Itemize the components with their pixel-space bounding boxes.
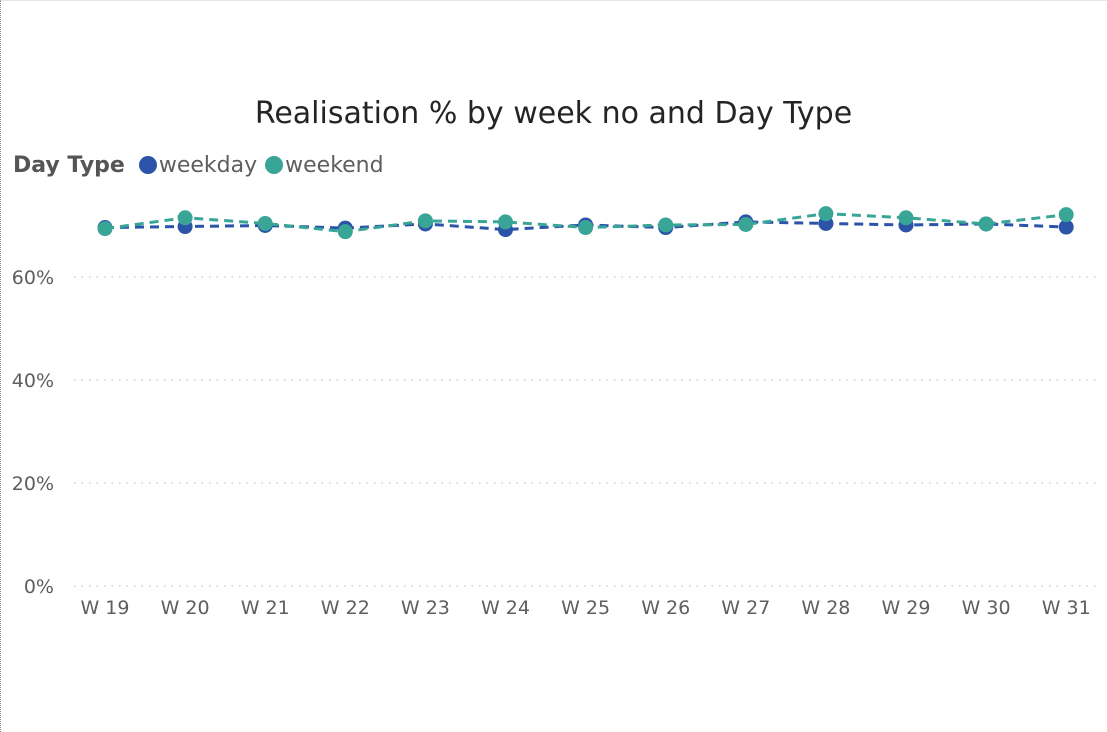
data-point-weekend[interactable] (1058, 207, 1074, 223)
gridlines (74, 276, 1097, 587)
legend-label-weekend: weekend (285, 152, 384, 178)
x-tick-label: W 26 (641, 597, 690, 619)
data-point-weekend[interactable] (337, 224, 353, 240)
data-point-weekend[interactable] (257, 215, 273, 231)
x-tick-label: W 23 (401, 597, 450, 619)
x-tick-label: W 21 (241, 597, 290, 619)
x-tick-label: W 31 (1042, 597, 1091, 619)
data-point-weekend[interactable] (417, 213, 433, 229)
x-tick-label: W 24 (481, 597, 530, 619)
series-group (97, 206, 1074, 240)
data-point-weekend[interactable] (177, 210, 193, 226)
legend-label-weekday: weekday (158, 152, 258, 178)
x-tick-label: W 25 (561, 597, 610, 619)
series-weekend (97, 206, 1074, 240)
data-point-weekend[interactable] (658, 217, 674, 233)
legend-title: Day Type (13, 152, 125, 178)
data-point-weekend[interactable] (738, 216, 754, 232)
data-point-weekend[interactable] (818, 206, 834, 222)
data-point-weekend[interactable] (978, 216, 994, 232)
x-axis-ticks: W 19 W 20 W 21 W 22 W 23 W 24 W 25 W 26 W 27 W 28… (80, 597, 1090, 619)
legend-item-weekday[interactable]: weekday (138, 152, 258, 178)
x-tick-label: W 22 (321, 597, 370, 619)
x-tick-label: W 30 (962, 597, 1011, 619)
chart-title: Realisation % by week no and Day Type (254, 96, 853, 131)
x-tick-label: W 29 (881, 597, 930, 619)
y-tick-label: 40% (12, 370, 54, 392)
x-tick-label: W 28 (801, 597, 850, 619)
data-point-weekday[interactable] (1058, 219, 1074, 235)
legend-item-weekend[interactable]: weekend (265, 152, 384, 178)
x-tick-label: W 19 (80, 597, 129, 619)
legend[interactable]: Day Type weekday weekend (13, 150, 392, 180)
y-tick-label: 0% (24, 576, 54, 598)
legend-marker-weekday (138, 156, 157, 174)
data-point-weekend[interactable] (97, 221, 113, 237)
data-point-weekend[interactable] (898, 210, 914, 226)
x-tick-label: W 27 (721, 597, 770, 619)
y-tick-label: 20% (12, 473, 54, 495)
y-axis-ticks: 0% 20% 40% 60% (12, 267, 54, 598)
data-point-weekend[interactable] (498, 214, 513, 230)
y-tick-label: 60% (12, 267, 54, 289)
data-point-weekend[interactable] (578, 220, 594, 236)
x-tick-label: W 20 (161, 597, 210, 619)
legend-marker-weekend (265, 156, 284, 174)
